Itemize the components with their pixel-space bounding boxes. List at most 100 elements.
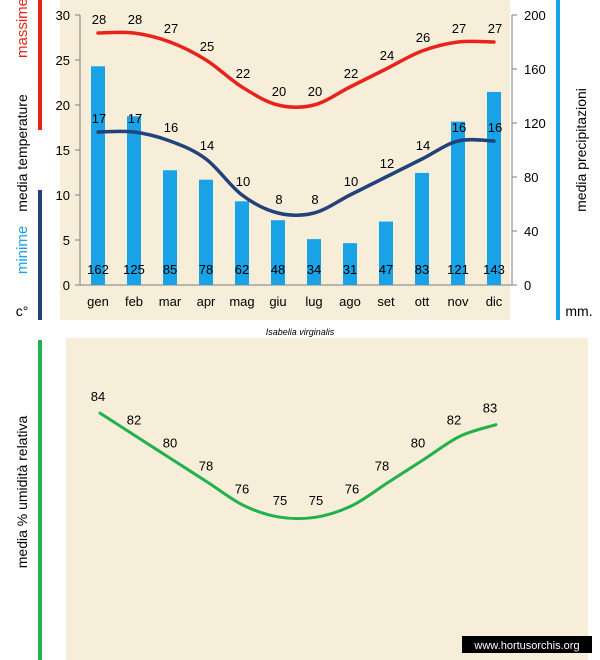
- month-label: lug: [305, 294, 322, 309]
- left-tick-label: 20: [56, 98, 70, 113]
- max-temperature-value-label: 27: [164, 21, 178, 36]
- min-temperature-value-label: 12: [380, 156, 394, 171]
- humidity-chart-panel: [66, 338, 588, 660]
- min-temperature-line: [96, 129, 496, 218]
- left-tick-label: 5: [63, 233, 70, 248]
- max-temperature-value-label: 26: [416, 30, 430, 45]
- precipitation-value-label: 34: [307, 262, 321, 277]
- max-temperature-value-label: 20: [272, 84, 286, 99]
- month-labels: gen feb mar apr mag giu lug ago set ott nov dic: [87, 294, 503, 309]
- precipitation-value-label: 143: [483, 262, 505, 277]
- precipitation-value-label: 47: [379, 262, 393, 277]
- max-temperature-value-label: 22: [344, 66, 358, 81]
- precipitation-value-label: 78: [199, 262, 213, 277]
- humidity-value-label: 82: [127, 412, 141, 427]
- min-temperature-value-label: 10: [344, 174, 358, 189]
- max-temperature-value-label: 22: [236, 66, 250, 81]
- min-temperature-value-label: 8: [311, 192, 318, 207]
- month-label: mag: [229, 294, 254, 309]
- chart-title: Isabelia virginalis: [266, 327, 335, 337]
- month-label: nov: [448, 294, 469, 309]
- min-temperature-value-label: 17: [128, 111, 142, 126]
- left-tick-label: 0: [63, 278, 70, 293]
- min-temperature-value-label: 16: [164, 120, 178, 135]
- precipitation-value-label: 48: [271, 262, 285, 277]
- min-temperature-value-label: 16: [488, 120, 502, 135]
- humidity-series: 84 82 80 78 76 75 75 76 78 80 82 83: [91, 389, 498, 521]
- month-label: mar: [159, 294, 182, 309]
- max-temperature-value-label: 27: [452, 21, 466, 36]
- month-label: feb: [125, 294, 143, 309]
- left-axis-ticks: 0 5 10 15 20 25 30: [56, 8, 80, 293]
- max-temperature-value-label: 25: [200, 39, 214, 54]
- precipitation-labels: 162 125 85 78 62 48 34 31 47 83 121 143: [87, 262, 505, 277]
- right-tick-label: 0: [524, 278, 531, 293]
- precipitation-bar: [307, 239, 321, 285]
- humidity-value-label: 80: [411, 435, 425, 450]
- left-tick-label: 30: [56, 8, 70, 23]
- precipitation-bar: [91, 66, 105, 285]
- min-series-name: minime: [14, 226, 31, 274]
- month-label: apr: [197, 294, 216, 309]
- max-temperature-value-label: 20: [308, 84, 322, 99]
- humidity-axis-label: media % umidità relativa: [14, 416, 30, 569]
- precipitation-value-label: 121: [447, 262, 469, 277]
- humidity-value-label: 75: [309, 493, 323, 508]
- max-temperature-series: 28 28 27 25 22 20 20 22 24 26 27 27: [92, 12, 502, 110]
- humidity-value-label: 75: [273, 493, 287, 508]
- humidity-value-label: 80: [163, 435, 177, 450]
- precipitation-value-label: 83: [415, 262, 429, 277]
- right-tick-label: 40: [524, 224, 538, 239]
- humidity-value-label: 83: [483, 401, 497, 416]
- max-series-name: massime: [14, 0, 31, 58]
- precipitation-bar: [415, 172, 429, 285]
- precipitation-bar: [199, 179, 213, 285]
- right-tick-label: 200: [524, 8, 546, 23]
- right-tick-label: 160: [524, 62, 546, 77]
- left-tick-label: 15: [56, 143, 70, 158]
- month-label: ott: [415, 294, 430, 309]
- left-tick-label: 10: [56, 188, 70, 203]
- precipitation-value-label: 162: [87, 262, 109, 277]
- min-temperature-value-label: 8: [275, 192, 282, 207]
- left-tick-label: 25: [56, 53, 70, 68]
- precipitation-bar: [271, 220, 285, 285]
- precipitation-value-label: 62: [235, 262, 249, 277]
- humidity-line: [98, 411, 498, 521]
- precipitation-bar: [379, 221, 393, 285]
- min-temperature-value-label: 10: [236, 174, 250, 189]
- humidity-value-label: 76: [345, 482, 359, 497]
- precipitation-bar: [235, 201, 249, 285]
- right-axis-label: media precipitazioni: [573, 88, 589, 212]
- humidity-value-label: 76: [235, 482, 249, 497]
- month-label: giu: [269, 294, 286, 309]
- humidity-value-label: 78: [199, 459, 213, 474]
- humidity-value-label: 78: [375, 459, 389, 474]
- precipitation-value-label: 85: [163, 262, 177, 277]
- precipitation-bar: [343, 243, 357, 285]
- min-temperature-value-label: 17: [92, 111, 106, 126]
- max-temperature-value-label: 24: [380, 48, 394, 63]
- precipitation-value-label: 31: [343, 262, 357, 277]
- min-temperature-series: 17 17 16 14 10 8 8 10 12 14 16 16: [92, 111, 502, 218]
- month-label: set: [377, 294, 395, 309]
- precipitation-value-label: 125: [123, 262, 145, 277]
- precipitation-bar: [451, 121, 465, 286]
- precipitation-bar: [127, 116, 141, 285]
- watermark: www.hortusorchis.org: [473, 640, 579, 652]
- min-temperature-value-label: 14: [416, 138, 430, 153]
- min-temperature-value-label: 14: [200, 138, 214, 153]
- max-temperature-value-label: 27: [488, 21, 502, 36]
- month-label: dic: [486, 294, 503, 309]
- right-tick-label: 120: [524, 116, 546, 131]
- month-label: ago: [339, 294, 361, 309]
- max-temperature-value-label: 28: [92, 12, 106, 27]
- humidity-value-label: 84: [91, 389, 105, 404]
- right-axis-unit: mm.: [565, 303, 592, 319]
- min-temperature-value-label: 16: [452, 120, 466, 135]
- left-axis-unit: c°: [16, 303, 29, 319]
- max-temperature-value-label: 28: [128, 12, 142, 27]
- humidity-value-label: 82: [447, 412, 461, 427]
- right-axis-ticks: 0 40 80 120 160 200: [512, 8, 546, 293]
